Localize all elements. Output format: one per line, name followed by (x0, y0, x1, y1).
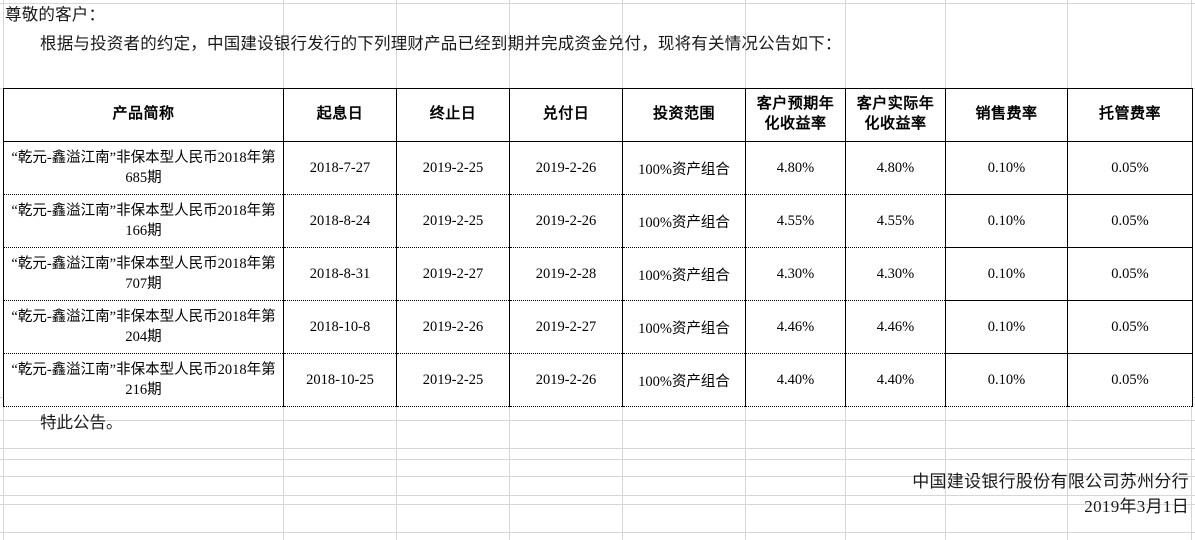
cell-payment-date: 2019-2-26 (509, 194, 623, 248)
cell-start-date: 2018-10-25 (283, 353, 397, 407)
column-header-actual-rate: 客户实际年 化收益率 (845, 88, 946, 142)
cell-start-date: 2018-10-8 (283, 300, 397, 354)
cell-end-date: 2019-2-27 (396, 247, 510, 301)
signature-company-name: 中国建设银行股份有限公司苏州分行 (912, 472, 1189, 491)
table-row: “乾元-鑫溢江南”非保本型人民币2018年第685期 2018-7-27 2019-… (3, 141, 1193, 195)
cell-custody-fee: 0.05% (1067, 194, 1193, 248)
signature-date: 2019年3月1日 (1084, 496, 1189, 516)
cell-expected-rate: 4.40% (745, 353, 846, 407)
column-header-investment-scope: 投资范围 (622, 88, 746, 142)
cell-custody-fee: 0.05% (1067, 300, 1193, 354)
body-paragraph-text: 根据与投资者的约定，中国建设银行发行的下列理财产品已经到期并完成资金兑付，现将有… (40, 33, 842, 53)
table-row: “乾元-鑫溢江南”非保本型人民币2018年第166期 2018-8-24 2019-… (3, 194, 1193, 248)
cell-end-date: 2019-2-25 (396, 353, 510, 407)
cell-investment-scope: 100%资产组合 (622, 247, 746, 301)
cell-end-date: 2019-2-25 (396, 194, 510, 248)
column-header-expected-rate: 客户预期年 化收益率 (745, 88, 846, 142)
cell-payment-date: 2019-2-27 (509, 300, 623, 354)
product-table: 产品简称 起息日 终止日 兑付日 投资范围 客户预期年 化收益率 客户实际年 化收益… (3, 88, 1193, 407)
gridline-horizontal (0, 459, 1195, 460)
cell-investment-scope: 100%资产组合 (622, 300, 746, 354)
cell-product-name: “乾元-鑫溢江南”非保本型人民币2018年第204期 (3, 300, 284, 354)
cell-end-date: 2019-2-26 (396, 300, 510, 354)
cell-expected-rate: 4.30% (745, 247, 846, 301)
table-header-row: 产品简称 起息日 终止日 兑付日 投资范围 客户预期年 化收益率 客户实际年 化收益… (3, 88, 1193, 142)
cell-custody-fee: 0.05% (1067, 353, 1193, 407)
table-row: “乾元-鑫溢江南”非保本型人民币2018年第204期 2018-10-8 2019-… (3, 300, 1193, 354)
cell-sales-fee: 0.10% (945, 300, 1068, 354)
cell-sales-fee: 0.10% (945, 141, 1068, 195)
cell-payment-date: 2019-2-28 (509, 247, 623, 301)
column-header-sales-fee: 销售费率 (945, 88, 1068, 142)
announcement-intro: 尊敬的客户： 根据与投资者的约定，中国建设银行发行的下列理财产品已经到期并完成资… (0, 0, 1195, 54)
cell-investment-scope: 100%资产组合 (622, 194, 746, 248)
cell-actual-rate: 4.46% (845, 300, 946, 354)
cell-end-date: 2019-2-25 (396, 141, 510, 195)
table-row: “乾元-鑫溢江南”非保本型人民币2018年第707期 2018-8-31 2019-… (3, 247, 1193, 301)
cell-expected-rate: 4.80% (745, 141, 846, 195)
table-body: “乾元-鑫溢江南”非保本型人民币2018年第685期 2018-7-27 2019-… (3, 141, 1193, 407)
column-header-product-name: 产品简称 (3, 88, 284, 142)
cell-custody-fee: 0.05% (1067, 247, 1193, 301)
cell-sales-fee: 0.10% (945, 194, 1068, 248)
cell-product-name: “乾元-鑫溢江南”非保本型人民币2018年第216期 (3, 353, 284, 407)
cell-product-name: “乾元-鑫溢江南”非保本型人民币2018年第166期 (3, 194, 284, 248)
signature-block: 中国建设银行股份有限公司苏州分行 2019年3月1日 (912, 470, 1189, 519)
cell-payment-date: 2019-2-26 (509, 141, 623, 195)
cell-actual-rate: 4.55% (845, 194, 946, 248)
table-row: “乾元-鑫溢江南”非保本型人民币2018年第216期 2018-10-25 2019… (3, 353, 1193, 407)
cell-actual-rate: 4.30% (845, 247, 946, 301)
cell-actual-rate: 4.80% (845, 141, 946, 195)
cell-payment-date: 2019-2-26 (509, 353, 623, 407)
cell-custody-fee: 0.05% (1067, 141, 1193, 195)
cell-expected-rate: 4.46% (745, 300, 846, 354)
gridline-horizontal (0, 448, 1195, 449)
cell-start-date: 2018-8-24 (283, 194, 397, 248)
closing-text: 特此公告。 (40, 413, 123, 432)
column-header-payment-date: 兑付日 (509, 88, 623, 142)
cell-investment-scope: 100%资产组合 (622, 353, 746, 407)
gridline-horizontal (0, 532, 1195, 533)
cell-actual-rate: 4.40% (845, 353, 946, 407)
salutation-text: 尊敬的客户： (5, 5, 106, 24)
column-header-end-date: 终止日 (396, 88, 510, 142)
column-header-custody-fee: 托管费率 (1067, 88, 1193, 142)
cell-start-date: 2018-8-31 (283, 247, 397, 301)
cell-investment-scope: 100%资产组合 (622, 141, 746, 195)
column-header-start-date: 起息日 (283, 88, 397, 142)
cell-sales-fee: 0.10% (945, 247, 1068, 301)
cell-expected-rate: 4.55% (745, 194, 846, 248)
cell-product-name: “乾元-鑫溢江南”非保本型人民币2018年第685期 (3, 141, 284, 195)
cell-product-name: “乾元-鑫溢江南”非保本型人民币2018年第707期 (3, 247, 284, 301)
cell-start-date: 2018-7-27 (283, 141, 397, 195)
cell-sales-fee: 0.10% (945, 353, 1068, 407)
gridline-horizontal (0, 420, 1195, 421)
